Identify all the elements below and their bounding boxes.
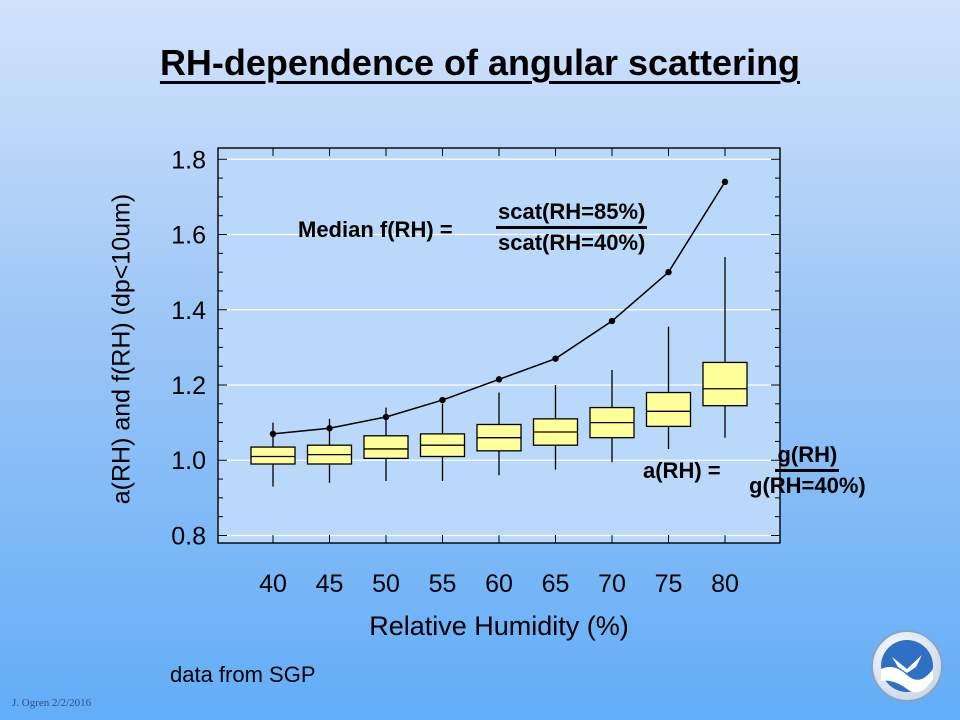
median-frh-label: Median f(RH) = xyxy=(298,217,453,242)
median-frh-numerator: scat(RH=85%) xyxy=(496,199,648,229)
x-tick-label: 80 xyxy=(711,570,739,598)
x-tick-label: 75 xyxy=(655,570,683,598)
box-50 xyxy=(363,407,409,481)
x-tick-label: 70 xyxy=(598,570,626,598)
plot-area xyxy=(218,148,780,543)
box-iqr xyxy=(645,391,692,428)
median-frh-fraction: scat(RH=85%) scat(RH=40%) xyxy=(496,199,648,256)
y-axis-label: a(RH) and f(RH) (dp<10um) xyxy=(107,193,136,505)
box-iqr xyxy=(363,435,409,460)
x-tick-label: 50 xyxy=(372,570,400,598)
box-75 xyxy=(645,326,692,449)
y-tick-label: 1.8 xyxy=(171,146,206,174)
y-tick-label: 1.6 xyxy=(171,222,206,250)
box-65 xyxy=(532,385,579,470)
median-frh-denominator: scat(RH=40%) xyxy=(498,230,646,255)
median-frh-point xyxy=(721,178,729,186)
x-axis-label: Relative Humidity (%) xyxy=(369,611,629,641)
median-frh-point xyxy=(326,425,333,432)
arh-numerator: g(RH) xyxy=(775,442,840,472)
arh-denominator: g(RH=40%) xyxy=(749,473,866,498)
x-tick-label: 45 xyxy=(316,570,344,598)
arh-label: a(RH) = xyxy=(643,458,721,483)
plot-frame xyxy=(217,147,781,544)
x-tick-label: 60 xyxy=(485,570,513,598)
y-tick-label: 1.2 xyxy=(171,372,206,400)
box-55 xyxy=(419,403,466,481)
y-tick-label: 0.8 xyxy=(171,522,206,550)
slide-title: RH-dependence of angular scattering xyxy=(159,42,801,83)
median-frh-point xyxy=(608,317,616,325)
box-70 xyxy=(589,369,635,463)
author-date: J. Ogren 2/2/2016 xyxy=(12,697,92,709)
y-tick-label: 1.0 xyxy=(171,447,206,475)
noaa-logo-icon xyxy=(871,630,943,702)
median-frh-point xyxy=(552,355,559,362)
median-frh-point xyxy=(382,413,390,421)
data-source-note: data from SGP xyxy=(170,662,316,687)
box-45 xyxy=(306,418,353,483)
y-tick-label: 1.4 xyxy=(171,297,206,325)
median-frh-point xyxy=(495,376,503,383)
median-frh-point xyxy=(439,396,446,404)
x-tick-label: 40 xyxy=(259,570,287,598)
arh-fraction: g(RH) g(RH=40%) xyxy=(749,442,866,499)
box-80 xyxy=(702,257,748,438)
box-iqr xyxy=(702,361,748,407)
box-40 xyxy=(250,422,296,487)
median-frh-point xyxy=(269,430,277,438)
median-frh-point xyxy=(665,268,672,276)
box-iqr xyxy=(250,446,296,465)
x-tick-label: 55 xyxy=(429,570,457,598)
x-tick-label: 65 xyxy=(542,570,570,598)
box-60 xyxy=(476,392,522,476)
